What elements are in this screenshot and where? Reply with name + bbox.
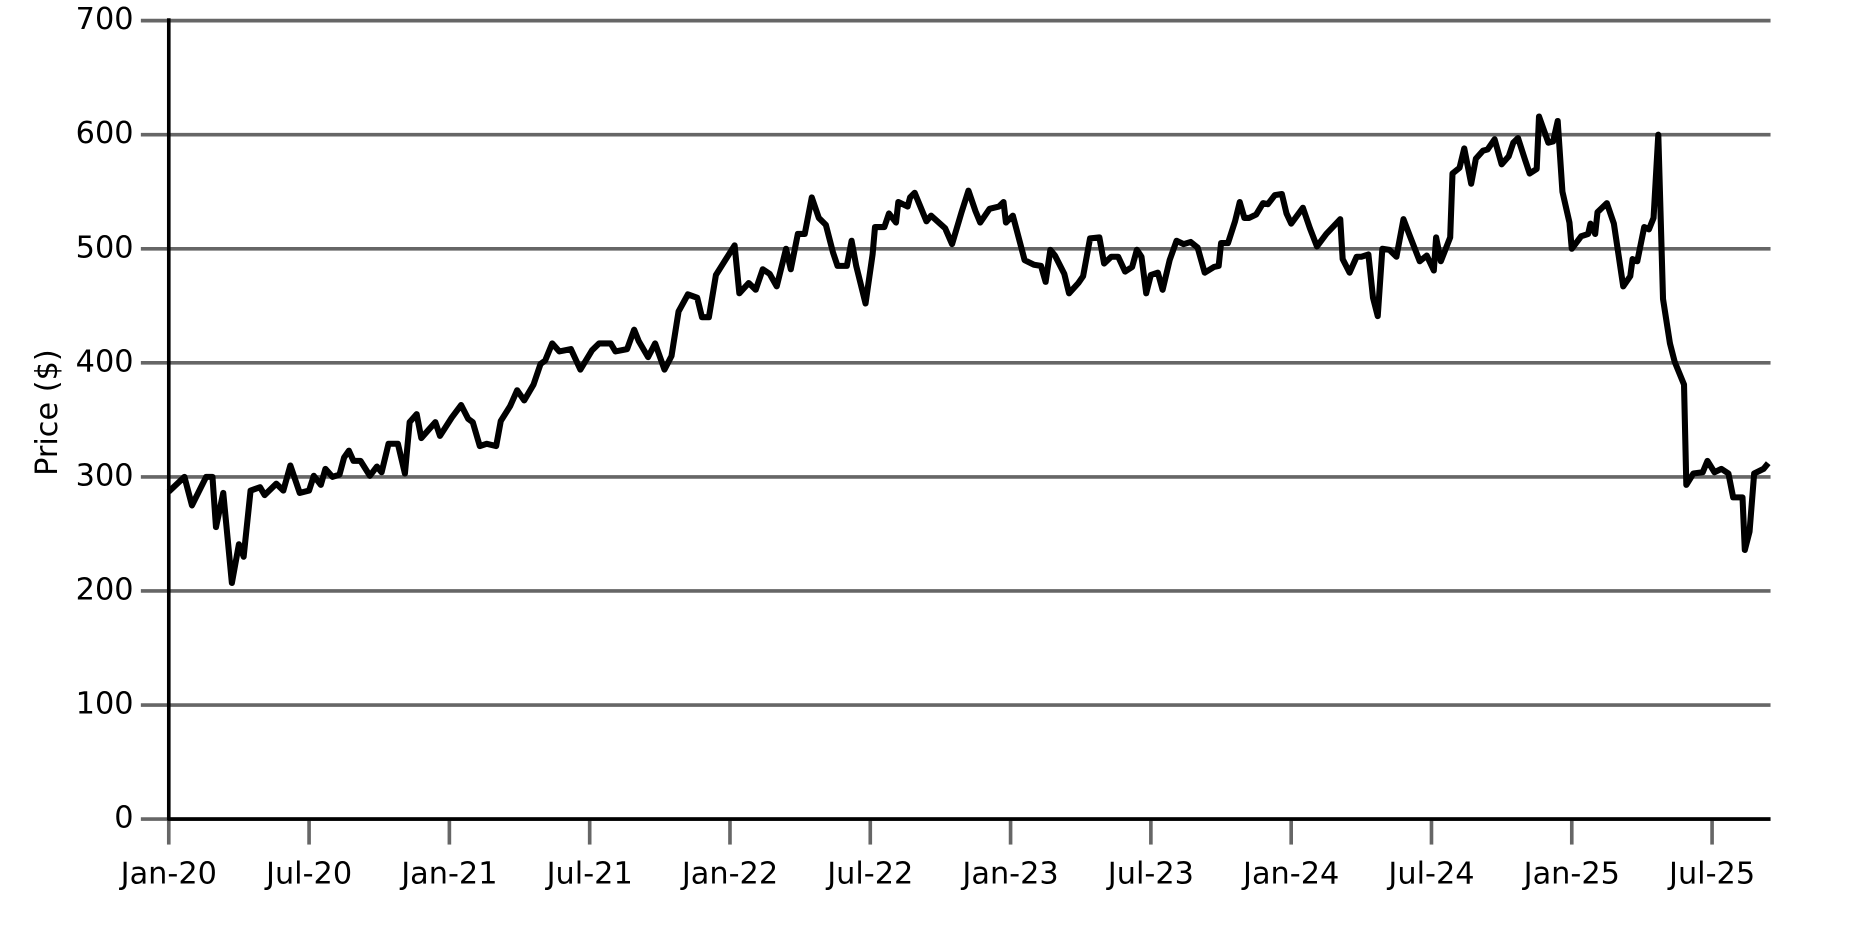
- y-tick-label: 600: [76, 116, 134, 151]
- x-tick-label: Jan-22: [680, 856, 778, 891]
- x-tick-label: Jul-25: [1667, 856, 1755, 891]
- x-tick-label: Jul-21: [545, 856, 633, 891]
- y-tick-label: 500: [76, 230, 134, 265]
- y-tick-label: 0: [114, 801, 133, 836]
- x-tick-label: Jan-25: [1522, 856, 1620, 891]
- x-tick-label: Jan-20: [119, 856, 217, 891]
- y-tick-label: 700: [76, 2, 134, 37]
- x-tick-label: Jul-22: [825, 856, 913, 891]
- y-tick-label: 300: [76, 458, 134, 493]
- x-tick-label: Jan-23: [960, 856, 1058, 891]
- x-tick-label: Jul-20: [264, 856, 352, 891]
- y-tick-label: 400: [76, 344, 134, 379]
- x-tick-label: Jul-23: [1106, 856, 1194, 891]
- y-tick-label: 200: [76, 572, 134, 607]
- x-tick-label: Jan-21: [399, 856, 497, 891]
- y-axis-label: Price ($): [30, 349, 65, 476]
- x-tick-label: Jul-24: [1386, 856, 1474, 891]
- price-line: [166, 113, 1771, 586]
- x-tick-label: Jan-24: [1241, 856, 1339, 891]
- y-tick-label: 100: [76, 687, 134, 722]
